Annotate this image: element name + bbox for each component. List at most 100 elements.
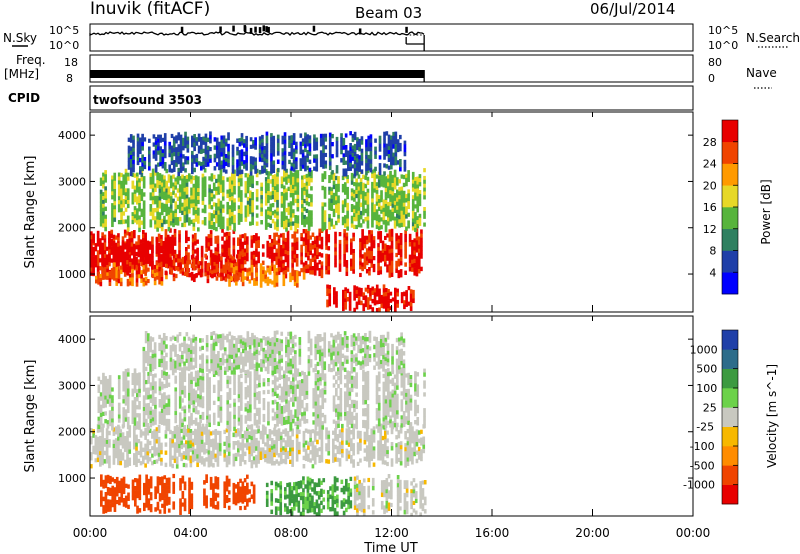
cell — [301, 149, 305, 154]
cell — [371, 190, 374, 195]
cell — [102, 219, 105, 224]
cell — [155, 447, 159, 452]
cell — [361, 266, 364, 272]
cell — [234, 429, 238, 434]
cell — [270, 461, 274, 466]
cell — [384, 435, 387, 440]
cell — [114, 255, 118, 260]
cell — [332, 196, 336, 202]
cell — [335, 204, 338, 209]
freq-tick-top: 18 — [64, 56, 78, 69]
cell — [142, 234, 145, 239]
cell — [389, 174, 392, 179]
cell — [328, 206, 331, 211]
cell — [117, 196, 121, 201]
cell — [334, 432, 337, 437]
cell — [142, 375, 146, 380]
cell — [160, 235, 163, 240]
cell — [111, 183, 114, 188]
cell — [232, 457, 236, 463]
cell — [330, 206, 334, 211]
cell — [271, 187, 275, 192]
cell — [243, 233, 247, 238]
cell — [246, 212, 250, 217]
cell — [148, 257, 152, 263]
cell — [388, 261, 392, 266]
cell — [183, 389, 187, 394]
cell — [90, 464, 93, 469]
cell — [287, 206, 291, 212]
cell — [204, 133, 208, 139]
cell — [178, 396, 182, 401]
cell — [285, 219, 288, 224]
cell — [295, 241, 299, 247]
cell — [368, 443, 371, 448]
cell — [200, 264, 204, 270]
cell — [282, 437, 285, 443]
cell — [131, 219, 135, 225]
cell — [365, 429, 369, 434]
cell — [325, 261, 328, 267]
cell — [204, 158, 208, 163]
cell — [135, 274, 139, 279]
cell — [245, 147, 248, 152]
cell — [213, 269, 217, 274]
cell — [215, 162, 219, 167]
cell — [178, 246, 181, 251]
cell — [147, 410, 150, 415]
cell — [291, 255, 294, 260]
cell — [305, 201, 309, 206]
cell — [309, 262, 312, 267]
cell — [212, 442, 215, 448]
cell — [160, 385, 164, 390]
cell — [156, 199, 159, 205]
cell — [181, 267, 185, 272]
cell — [387, 300, 390, 305]
cell — [332, 200, 336, 206]
cell — [149, 180, 153, 185]
cell — [251, 196, 254, 201]
cell — [188, 173, 191, 178]
cell — [386, 256, 389, 261]
cell — [323, 186, 327, 192]
cell — [101, 426, 104, 431]
cell — [210, 213, 214, 218]
cell — [104, 226, 107, 232]
cell — [381, 240, 385, 246]
cell — [203, 217, 207, 222]
cell — [259, 455, 263, 461]
cell — [277, 258, 281, 263]
cell — [237, 220, 241, 225]
cell — [102, 384, 105, 389]
cell — [184, 168, 187, 173]
cell — [225, 428, 229, 433]
cell — [380, 225, 383, 230]
cell — [200, 427, 204, 432]
nsky-label: N.Sky — [3, 31, 37, 45]
cell — [108, 257, 111, 262]
cell — [404, 246, 407, 251]
cell — [371, 223, 374, 228]
cell — [364, 303, 368, 308]
cell — [398, 207, 401, 212]
cell — [286, 438, 290, 444]
cell — [366, 176, 370, 182]
nsky-spike — [258, 27, 262, 34]
cell — [318, 447, 322, 452]
cell — [117, 184, 121, 189]
cell — [122, 186, 126, 192]
station-title: Inuvik (fitACF) — [90, 0, 210, 19]
cell — [157, 428, 161, 434]
cell — [349, 162, 352, 167]
cell — [366, 168, 370, 174]
cell — [259, 283, 263, 288]
cell — [313, 437, 317, 442]
cell — [334, 251, 337, 256]
cell — [255, 442, 258, 447]
cell — [188, 420, 191, 425]
cell — [387, 138, 391, 143]
cell — [146, 431, 150, 436]
cell — [396, 303, 399, 308]
cell — [295, 262, 299, 267]
cell — [142, 242, 145, 247]
